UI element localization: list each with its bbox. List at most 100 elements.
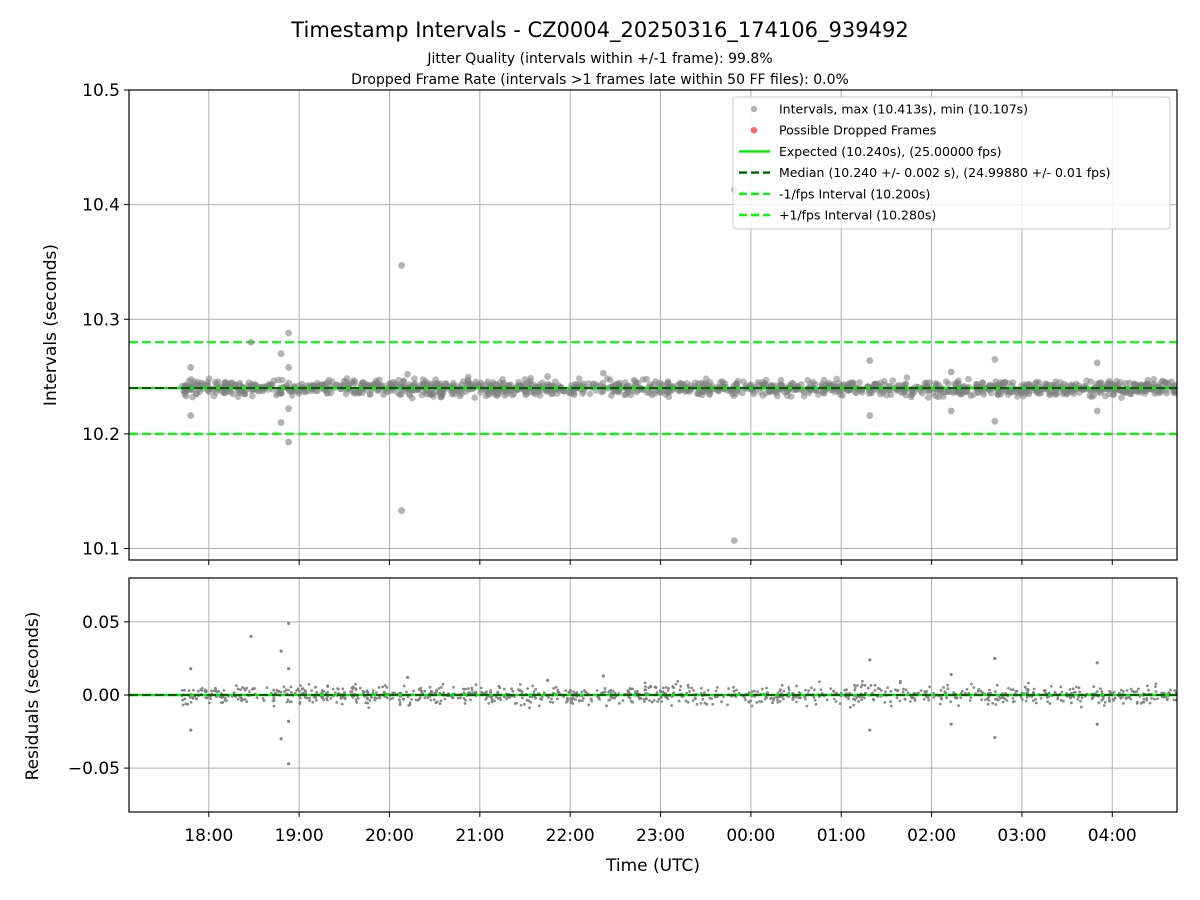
data-point	[1129, 697, 1133, 701]
data-point	[726, 703, 729, 707]
data-point	[382, 690, 386, 694]
data-point	[772, 698, 775, 702]
chart-subtitle-jitter: Jitter Quality (intervals within +/-1 fr…	[426, 51, 772, 67]
data-point	[1154, 682, 1158, 686]
data-point	[364, 701, 368, 705]
data-point	[835, 387, 842, 395]
x-tick-label: 03:00	[997, 826, 1046, 846]
data-point	[1107, 696, 1111, 700]
data-point	[1050, 684, 1053, 688]
data-point	[677, 699, 681, 703]
data-point	[855, 696, 859, 700]
data-point	[799, 696, 802, 700]
data-point	[200, 380, 208, 388]
data-point	[383, 684, 387, 687]
data-point	[744, 698, 747, 702]
data-point	[1001, 378, 1009, 386]
data-point	[181, 698, 185, 702]
data-point	[575, 375, 583, 382]
data-point	[485, 690, 488, 693]
data-point	[953, 696, 957, 699]
data-point	[331, 687, 335, 691]
data-point	[485, 696, 489, 699]
data-point	[1156, 697, 1159, 701]
data-point	[438, 691, 442, 695]
data-point	[511, 689, 515, 693]
data-point	[470, 686, 474, 690]
data-point	[714, 689, 718, 693]
data-point	[1042, 689, 1046, 693]
data-point	[282, 685, 286, 689]
data-point	[760, 687, 764, 691]
data-point	[443, 697, 447, 701]
data-point	[520, 696, 524, 700]
outlier-point	[285, 405, 293, 413]
data-point	[432, 376, 439, 383]
data-point	[903, 374, 911, 381]
data-point	[919, 689, 923, 692]
data-point	[853, 389, 860, 397]
data-point	[411, 375, 418, 383]
data-point	[236, 687, 240, 691]
data-point	[752, 689, 756, 693]
data-point	[1097, 701, 1101, 705]
data-point	[308, 696, 311, 700]
data-point	[303, 696, 307, 699]
data-point	[945, 380, 952, 388]
data-point	[1095, 690, 1099, 693]
data-point	[412, 689, 415, 693]
data-point	[1100, 698, 1104, 702]
data-point	[797, 691, 801, 694]
data-point	[325, 697, 328, 700]
data-point	[866, 686, 870, 690]
data-point	[398, 701, 402, 704]
data-point	[686, 683, 690, 687]
axes-frame	[128, 89, 1178, 561]
data-point	[419, 686, 423, 690]
data-point	[469, 698, 472, 702]
data-point	[693, 696, 697, 700]
data-point	[676, 679, 680, 683]
top-y-axis-label: Intervals (seconds)	[41, 244, 61, 406]
data-point	[949, 700, 953, 704]
data-point	[1150, 376, 1158, 383]
data-point	[262, 699, 266, 703]
data-point	[245, 686, 249, 690]
data-point	[645, 697, 648, 701]
data-point	[969, 696, 973, 699]
data-point	[1007, 686, 1010, 690]
data-point	[1148, 701, 1152, 705]
data-point	[618, 702, 621, 705]
data-point	[471, 394, 479, 401]
data-point	[398, 698, 401, 702]
data-point	[780, 684, 784, 687]
data-point	[1118, 394, 1125, 402]
data-point	[432, 698, 436, 702]
data-point	[740, 378, 747, 386]
data-point	[732, 686, 735, 689]
data-point	[1001, 696, 1005, 699]
data-point	[954, 379, 961, 387]
data-point	[272, 704, 276, 708]
data-point	[329, 697, 333, 700]
data-point	[1151, 390, 1159, 397]
data-point	[435, 389, 443, 396]
data-point	[1005, 699, 1009, 702]
data-point	[1027, 681, 1030, 685]
data-point	[322, 698, 325, 702]
data-point	[1062, 699, 1065, 703]
data-point	[898, 699, 902, 703]
data-point	[1145, 696, 1149, 700]
outlier-point	[993, 656, 997, 661]
data-point	[334, 691, 337, 695]
data-point	[733, 689, 736, 693]
data-point	[343, 375, 351, 382]
data-point	[402, 697, 406, 701]
data-point	[497, 684, 501, 688]
data-point	[180, 689, 184, 692]
data-point	[437, 687, 441, 690]
data-point	[674, 682, 678, 686]
data-point	[1108, 698, 1111, 702]
data-point	[400, 378, 407, 386]
outlier-point	[287, 667, 291, 671]
